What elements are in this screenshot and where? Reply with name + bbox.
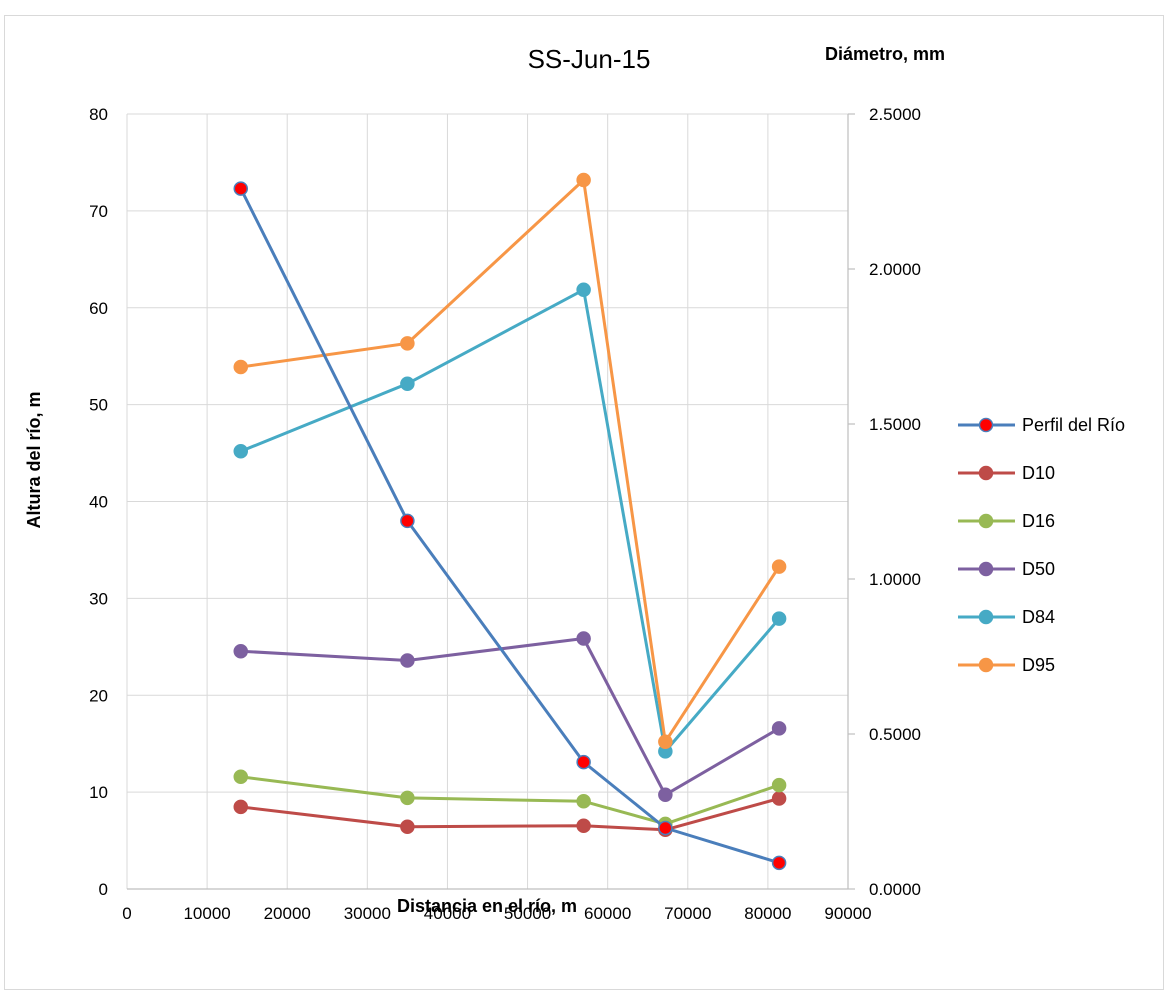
data-point bbox=[400, 653, 415, 668]
x-tick-label: 0 bbox=[122, 904, 131, 923]
right-tick-label: 0.0000 bbox=[869, 880, 921, 899]
data-point bbox=[400, 790, 415, 806]
x-tick-label: 70000 bbox=[664, 904, 711, 923]
y-tick-label: 40 bbox=[89, 493, 108, 512]
data-point bbox=[576, 282, 591, 298]
data-point bbox=[658, 820, 673, 836]
y-tick-label: 0 bbox=[99, 880, 108, 899]
data-point bbox=[400, 513, 415, 529]
x-axis-title: Distancia en el río, m bbox=[397, 896, 577, 916]
x-tick-label: 90000 bbox=[824, 904, 871, 923]
x-tick-label: 60000 bbox=[584, 904, 631, 923]
right-axis-title: Diámetro, mm bbox=[825, 44, 945, 64]
x-tick-label: 10000 bbox=[183, 904, 230, 923]
data-point bbox=[576, 754, 591, 770]
data-point bbox=[576, 172, 591, 188]
data-point bbox=[576, 794, 591, 809]
data-point bbox=[576, 631, 591, 646]
y-tick-label: 60 bbox=[89, 299, 108, 318]
data-point bbox=[400, 819, 415, 834]
series-d10 bbox=[233, 791, 787, 838]
y-tick-label: 70 bbox=[89, 202, 108, 221]
y-tick-label: 10 bbox=[89, 783, 108, 802]
y-tick-label: 30 bbox=[89, 589, 108, 608]
legend-item: D84 bbox=[958, 607, 1055, 627]
right-tick-label: 2.5000 bbox=[869, 105, 921, 124]
data-point bbox=[400, 336, 415, 351]
series-d16 bbox=[233, 769, 787, 832]
y-tick-label: 50 bbox=[89, 396, 108, 415]
x-tick-label: 80000 bbox=[744, 904, 791, 923]
legend: Perfil del Río D10 D16 D50 D84 D95 bbox=[958, 415, 1125, 675]
legend-label: Perfil del Río bbox=[1022, 415, 1125, 435]
axes: 0 10000 20000 30000 40000 50000 60000 70000 8000… bbox=[89, 105, 921, 923]
right-tick-label: 1.5000 bbox=[869, 415, 921, 434]
data-point bbox=[233, 444, 249, 459]
legend-marker bbox=[978, 561, 994, 577]
data-point bbox=[771, 855, 787, 871]
data-point bbox=[771, 611, 787, 626]
right-tick-label: 2.0000 bbox=[869, 260, 921, 279]
data-point bbox=[233, 643, 249, 659]
legend-label: D95 bbox=[1022, 655, 1055, 675]
legend-marker bbox=[978, 465, 994, 481]
series-d84 bbox=[233, 282, 787, 759]
legend-marker bbox=[978, 417, 994, 433]
data-point bbox=[771, 791, 787, 806]
legend-label: D10 bbox=[1022, 463, 1055, 483]
legend-label: D84 bbox=[1022, 607, 1055, 627]
data-point bbox=[771, 559, 787, 574]
legend-item: Perfil del Río bbox=[958, 415, 1125, 435]
legend-label: D50 bbox=[1022, 559, 1055, 579]
series-d50 bbox=[233, 631, 787, 803]
x-tick-label: 50000 bbox=[504, 904, 551, 923]
x-tick-label: 30000 bbox=[344, 904, 391, 923]
data-point bbox=[658, 734, 673, 749]
legend-marker bbox=[978, 657, 994, 673]
right-tick-label: 1.0000 bbox=[869, 570, 921, 589]
legend-item: D95 bbox=[958, 655, 1055, 675]
data-point bbox=[233, 799, 249, 815]
x-tick-label: 40000 bbox=[424, 904, 471, 923]
series-line bbox=[239, 187, 780, 865]
data-point bbox=[771, 777, 787, 793]
data-point bbox=[771, 721, 787, 736]
series-layer bbox=[233, 172, 787, 871]
legend-label: D16 bbox=[1022, 511, 1055, 531]
series-d95 bbox=[233, 172, 787, 749]
legend-item: D10 bbox=[958, 463, 1055, 483]
y-axis-title: Altura del río, m bbox=[24, 391, 44, 528]
data-point bbox=[233, 769, 249, 785]
legend-marker bbox=[978, 609, 994, 625]
data-point bbox=[658, 787, 673, 803]
data-point bbox=[233, 181, 249, 196]
series-perfil-del-r-o bbox=[233, 181, 787, 871]
data-point bbox=[576, 818, 591, 834]
right-tick-label: 0.5000 bbox=[869, 725, 921, 744]
legend-marker bbox=[978, 513, 994, 529]
x-tick-label: 20000 bbox=[264, 904, 311, 923]
legend-item: D16 bbox=[958, 511, 1055, 531]
legend-item: D50 bbox=[958, 559, 1055, 579]
data-point bbox=[233, 359, 249, 375]
series-line bbox=[240, 288, 781, 753]
y-tick-label: 80 bbox=[89, 105, 108, 124]
series-line bbox=[240, 178, 781, 744]
y-tick-label: 20 bbox=[89, 686, 108, 705]
chart-title: SS-Jun-15 bbox=[528, 44, 651, 74]
data-point bbox=[400, 376, 415, 391]
